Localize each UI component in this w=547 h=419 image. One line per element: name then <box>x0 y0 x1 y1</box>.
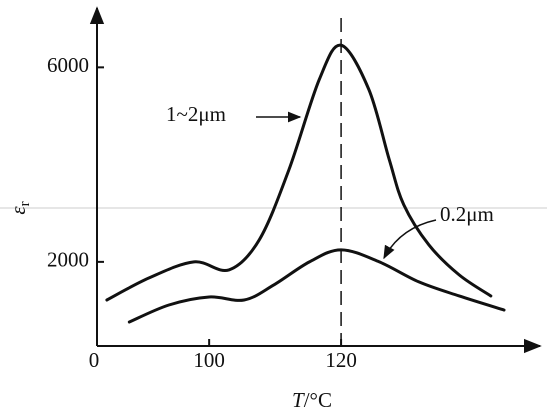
line-series <box>127 248 506 324</box>
x-tick-label: 100 <box>193 348 225 372</box>
line-series <box>105 43 493 302</box>
x-tick-label: 120 <box>325 348 357 372</box>
x-axis-label: T/°C <box>292 388 332 412</box>
origin-label: 0 <box>89 348 100 372</box>
x-label-unit: /°C <box>304 388 332 412</box>
annotation-arrow <box>383 219 437 260</box>
y-axis-label: εr <box>6 201 34 214</box>
y-label-subscript: r <box>17 201 33 206</box>
series-label: 0.2μm <box>440 202 494 226</box>
series-label: 1~2μm <box>166 102 226 126</box>
y-tick-label: 2000 <box>47 248 89 272</box>
y-label-symbol: ε <box>6 206 30 215</box>
x-label-symbol: T <box>292 388 305 412</box>
y-tick-label: 6000 <box>47 53 89 77</box>
